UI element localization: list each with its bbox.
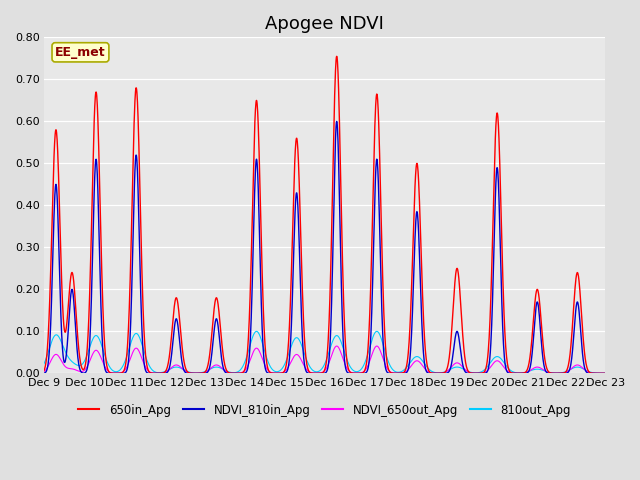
650in_Apg [313,371,321,376]
Title: Apogee NDVI: Apogee NDVI [265,15,384,33]
810out_Apg [586,369,593,375]
810out_Apg [313,369,321,375]
NDVI_650out_Apg [68,366,76,372]
NDVI_810in_Apg [40,370,48,376]
Line: NDVI_810in_Apg: NDVI_810in_Apg [44,121,605,373]
810out_Apg [40,361,48,367]
NDVI_810in_Apg [68,288,76,294]
Line: 650in_Apg: 650in_Apg [44,56,605,373]
NDVI_810in_Apg [586,371,593,376]
810out_Apg [68,359,76,365]
NDVI_810in_Apg [586,371,593,376]
NDVI_650out_Apg [586,370,593,375]
810out_Apg [586,369,593,374]
NDVI_650out_Apg [313,371,321,376]
Legend: 650in_Apg, NDVI_810in_Apg, NDVI_650out_Apg, 810out_Apg: 650in_Apg, NDVI_810in_Apg, NDVI_650out_A… [74,399,576,421]
650in_Apg [68,271,76,276]
650in_Apg [586,369,593,375]
810out_Apg [483,365,490,371]
Line: 810out_Apg: 810out_Apg [44,331,605,373]
810out_Apg [373,328,381,334]
NDVI_650out_Apg [586,370,593,375]
810out_Apg [298,344,306,349]
NDVI_650out_Apg [602,371,609,376]
650in_Apg [602,371,609,376]
650in_Apg [333,53,340,59]
NDVI_810in_Apg [483,370,490,375]
NDVI_650out_Apg [373,343,381,349]
650in_Apg [483,363,490,369]
Text: EE_met: EE_met [55,46,106,59]
NDVI_650out_Apg [483,369,490,374]
NDVI_810in_Apg [298,328,306,334]
NDVI_810in_Apg [602,371,609,376]
650in_Apg [298,277,306,283]
NDVI_650out_Apg [298,359,306,364]
650in_Apg [40,368,48,373]
650in_Apg [586,370,593,375]
NDVI_810in_Apg [333,119,340,124]
810out_Apg [602,371,609,376]
NDVI_810in_Apg [313,371,321,376]
NDVI_650out_Apg [40,369,48,374]
Line: NDVI_650out_Apg: NDVI_650out_Apg [44,346,605,373]
